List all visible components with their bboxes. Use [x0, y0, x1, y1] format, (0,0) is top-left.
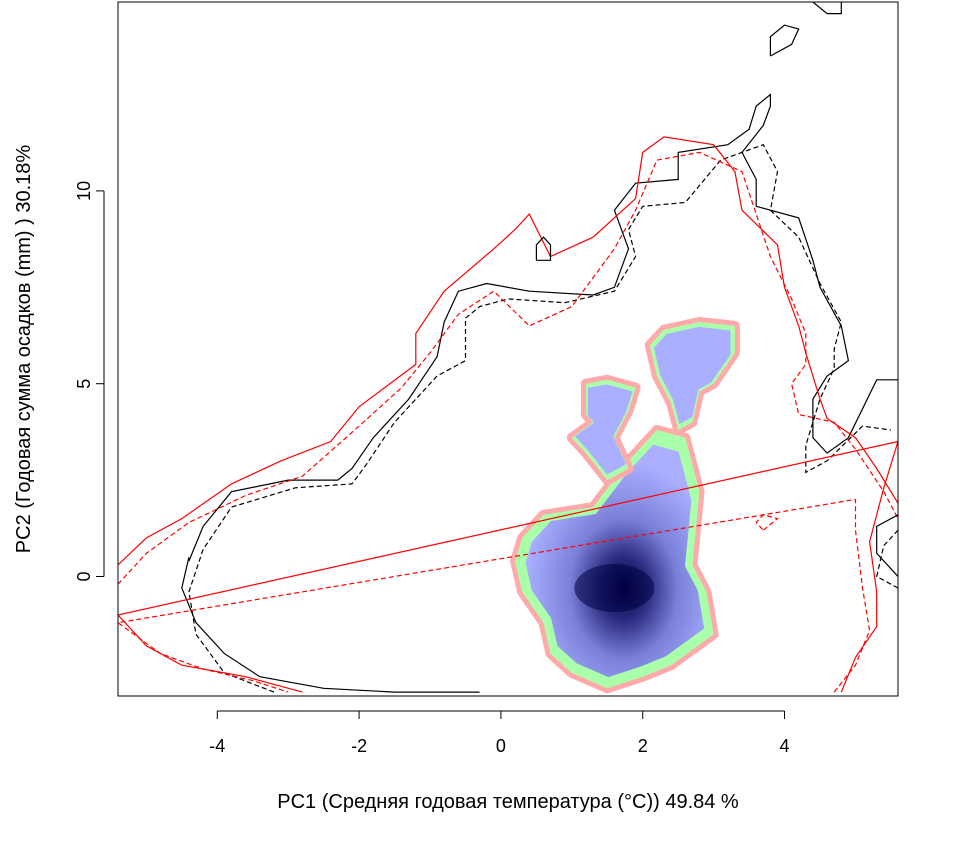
contour-line-6: [118, 498, 871, 693]
density-peak: [574, 564, 655, 613]
contour-line-0: [181, 557, 480, 693]
y-tick-label-0: 0: [74, 571, 94, 581]
niche-regions: [510, 317, 740, 694]
density-region-middle: [575, 384, 633, 475]
contour-line-9: [812, 2, 842, 15]
x-tick-label-0: -4: [209, 736, 225, 756]
density-region-top-right: [653, 326, 731, 425]
contour-line-2: [188, 143, 891, 693]
y-tick-label-2: 10: [74, 181, 94, 201]
contour-line-5: [118, 151, 898, 585]
contour-line-1: [188, 93, 898, 562]
y-axis-title: PC2 (Годовая сумма осадков (mm) ) 30.18%: [13, 145, 35, 554]
contour-line-4: [118, 440, 898, 693]
plot-frame: [117, 1, 899, 697]
y-axis: 0 5 10: [74, 181, 105, 582]
x-tick-label-3: 2: [638, 736, 648, 756]
contour-line-3: [118, 136, 898, 566]
contour-line-7: [535, 236, 552, 261]
density-region-main: [525, 444, 705, 678]
x-tick-label-4: 4: [780, 736, 790, 756]
contour-line-8: [769, 24, 800, 57]
x-axis: -4 -2 0 2 4: [209, 710, 790, 756]
x-tick-label-1: -2: [351, 736, 367, 756]
contour-line-10: [876, 514, 898, 577]
x-tick-label-2: 0: [496, 736, 506, 756]
contour-line-11: [876, 529, 898, 589]
y-tick-label-1: 5: [74, 379, 94, 389]
x-axis-title: PC1 (Средняя годовая температура (°C)) 4…: [277, 791, 739, 813]
contour-lines: [118, 2, 898, 693]
contour-line-12: [755, 514, 779, 531]
